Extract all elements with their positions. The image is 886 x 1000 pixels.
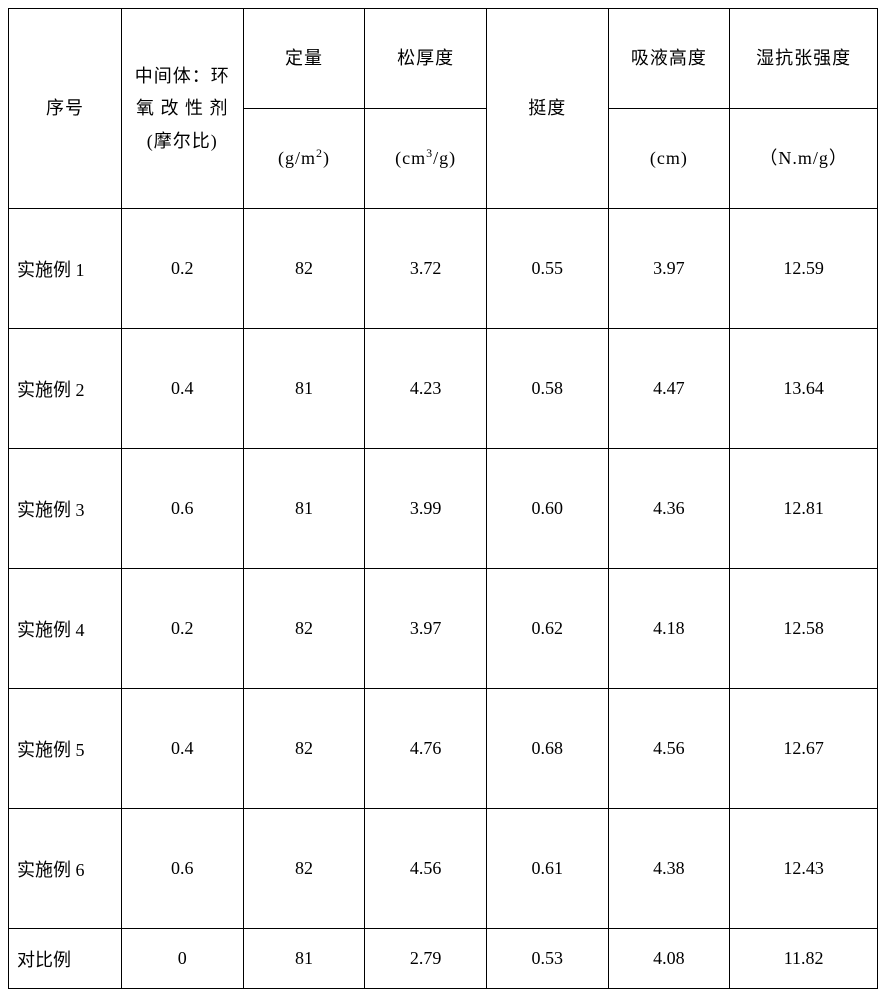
header-serial: 序号 xyxy=(9,9,122,209)
cell-absorb: 4.08 xyxy=(608,929,730,989)
cell-quant: 82 xyxy=(243,569,365,689)
table-row: 实施例 2 0.4 81 4.23 0.58 4.47 13.64 xyxy=(9,329,878,449)
cell-stiff: 0.53 xyxy=(486,929,608,989)
row-label: 实施例 1 xyxy=(9,209,122,329)
cell-ratio: 0.2 xyxy=(121,209,243,329)
cell-stiff: 0.58 xyxy=(486,329,608,449)
cell-ratio: 0.2 xyxy=(121,569,243,689)
cell-ratio: 0.4 xyxy=(121,329,243,449)
table-row: 实施例 1 0.2 82 3.72 0.55 3.97 12.59 xyxy=(9,209,878,329)
cell-absorb: 4.47 xyxy=(608,329,730,449)
cell-wet: 11.82 xyxy=(730,929,878,989)
header-wet-top: 湿抗张强度 xyxy=(730,9,878,109)
cell-wet: 12.67 xyxy=(730,689,878,809)
row-label: 实施例 5 xyxy=(9,689,122,809)
cell-absorb: 3.97 xyxy=(608,209,730,329)
cell-absorb: 4.56 xyxy=(608,689,730,809)
cell-bulk: 4.56 xyxy=(365,809,487,929)
cell-quant: 81 xyxy=(243,329,365,449)
table-row: 实施例 5 0.4 82 4.76 0.68 4.56 12.67 xyxy=(9,689,878,809)
header-bulk-top: 松厚度 xyxy=(365,9,487,109)
cell-quant: 82 xyxy=(243,209,365,329)
cell-absorb: 4.18 xyxy=(608,569,730,689)
cell-quant: 82 xyxy=(243,809,365,929)
cell-stiff: 0.62 xyxy=(486,569,608,689)
cell-bulk: 3.99 xyxy=(365,449,487,569)
header-wet-unit: （N.m/g） xyxy=(730,109,878,209)
header-bulk-unit: (cm3/g) xyxy=(365,109,487,209)
cell-absorb: 4.36 xyxy=(608,449,730,569)
row-label: 对比例 xyxy=(9,929,122,989)
row-label: 实施例 6 xyxy=(9,809,122,929)
data-table: 序号 中间体：环氧 改 性 剂(摩尔比) 定量 松厚度 挺度 吸液高度 湿抗张强… xyxy=(8,8,878,989)
header-quantitative-unit: (g/m2) xyxy=(243,109,365,209)
row-label: 实施例 4 xyxy=(9,569,122,689)
header-ratio: 中间体：环氧 改 性 剂(摩尔比) xyxy=(121,9,243,209)
cell-wet: 13.64 xyxy=(730,329,878,449)
table-row: 实施例 3 0.6 81 3.99 0.60 4.36 12.81 xyxy=(9,449,878,569)
cell-wet: 12.59 xyxy=(730,209,878,329)
header-quantitative-top: 定量 xyxy=(243,9,365,109)
table-row: 实施例 6 0.6 82 4.56 0.61 4.38 12.43 xyxy=(9,809,878,929)
cell-stiff: 0.55 xyxy=(486,209,608,329)
cell-ratio: 0.4 xyxy=(121,689,243,809)
cell-wet: 12.58 xyxy=(730,569,878,689)
cell-quant: 81 xyxy=(243,449,365,569)
table-row: 对比例 0 81 2.79 0.53 4.08 11.82 xyxy=(9,929,878,989)
cell-bulk: 4.76 xyxy=(365,689,487,809)
cell-wet: 12.81 xyxy=(730,449,878,569)
cell-stiff: 0.61 xyxy=(486,809,608,929)
cell-bulk: 3.97 xyxy=(365,569,487,689)
row-label: 实施例 3 xyxy=(9,449,122,569)
cell-stiff: 0.60 xyxy=(486,449,608,569)
cell-quant: 82 xyxy=(243,689,365,809)
cell-bulk: 2.79 xyxy=(365,929,487,989)
cell-absorb: 4.38 xyxy=(608,809,730,929)
header-stiffness: 挺度 xyxy=(486,9,608,209)
table-row: 实施例 4 0.2 82 3.97 0.62 4.18 12.58 xyxy=(9,569,878,689)
row-label: 实施例 2 xyxy=(9,329,122,449)
cell-quant: 81 xyxy=(243,929,365,989)
cell-ratio: 0.6 xyxy=(121,809,243,929)
cell-wet: 12.43 xyxy=(730,809,878,929)
header-absorb-unit: (cm) xyxy=(608,109,730,209)
header-absorb-top: 吸液高度 xyxy=(608,9,730,109)
cell-ratio: 0.6 xyxy=(121,449,243,569)
cell-ratio: 0 xyxy=(121,929,243,989)
cell-bulk: 3.72 xyxy=(365,209,487,329)
cell-bulk: 4.23 xyxy=(365,329,487,449)
cell-stiff: 0.68 xyxy=(486,689,608,809)
